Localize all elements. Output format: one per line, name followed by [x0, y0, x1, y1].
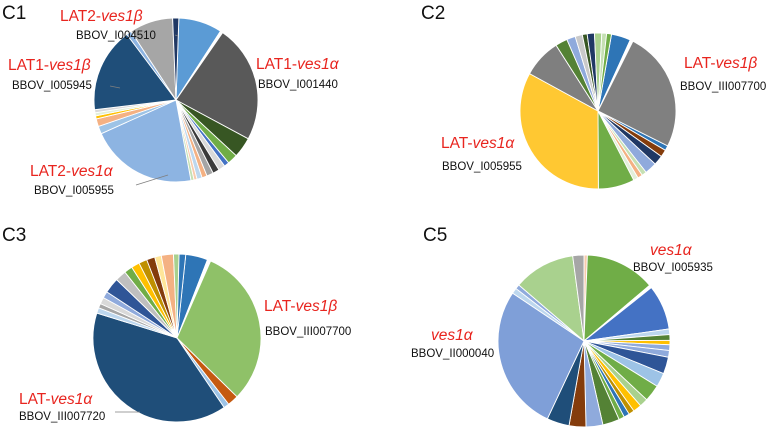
- panel-c3: C3 LAT-ves1β BBOV_III007700 LAT-ves1α BB…: [2, 225, 351, 423]
- panel-c5: C5 ves1α BBOV_I005935 ves1α BBOV_II00004…: [411, 225, 713, 427]
- panel-c1: C1 LAT2-ves1β BBOV_I004510 LAT1-ves1α BB…: [2, 3, 340, 197]
- locus-label: BBOV_III007700: [680, 81, 766, 93]
- gene-label: LAT2-ves1β: [60, 8, 143, 25]
- pie-chart-c3: [93, 254, 261, 422]
- figure-canvas: C1 LAT2-ves1β BBOV_I004510 LAT1-ves1α BB…: [0, 0, 774, 430]
- gene-label: LAT1-ves1β: [8, 57, 91, 74]
- gene-label: LAT-ves1α: [441, 135, 515, 152]
- gene-label: ves1α: [650, 242, 693, 259]
- locus-label: BBOV_I005955: [34, 185, 114, 197]
- gene-label: LAT-ves1β: [264, 298, 337, 315]
- panel-label-c5: C5: [423, 225, 447, 246]
- locus-label: BBOV_III007720: [19, 411, 105, 423]
- panel-label-c3: C3: [2, 225, 26, 246]
- gene-label: ves1α: [431, 327, 474, 344]
- gene-label: LAT2-ves1α: [30, 163, 114, 180]
- gene-label: LAT1-ves1α: [256, 56, 340, 73]
- locus-label: BBOV_III007700: [265, 326, 351, 338]
- locus-label: BBOV_I004510: [76, 30, 156, 42]
- panel-label-c1: C1: [2, 3, 26, 24]
- locus-label: BBOV_I005945: [12, 80, 92, 92]
- panel-label-c2: C2: [421, 3, 445, 24]
- pie-chart-c1: [94, 18, 258, 182]
- locus-label: BBOV_I005955: [442, 161, 522, 173]
- locus-label: BBOV_II000040: [411, 348, 494, 360]
- locus-label: BBOV_I001440: [258, 79, 338, 91]
- panel-c2: C2 LAT-ves1β BBOV_III007700 LAT-ves1α BB…: [421, 3, 766, 189]
- gene-label: LAT-ves1α: [19, 391, 93, 408]
- locus-label: BBOV_I005935: [633, 262, 713, 274]
- pie-chart-c5: [498, 255, 670, 427]
- pie-chart-c2: [520, 33, 676, 189]
- gene-label: LAT-ves1β: [684, 55, 757, 72]
